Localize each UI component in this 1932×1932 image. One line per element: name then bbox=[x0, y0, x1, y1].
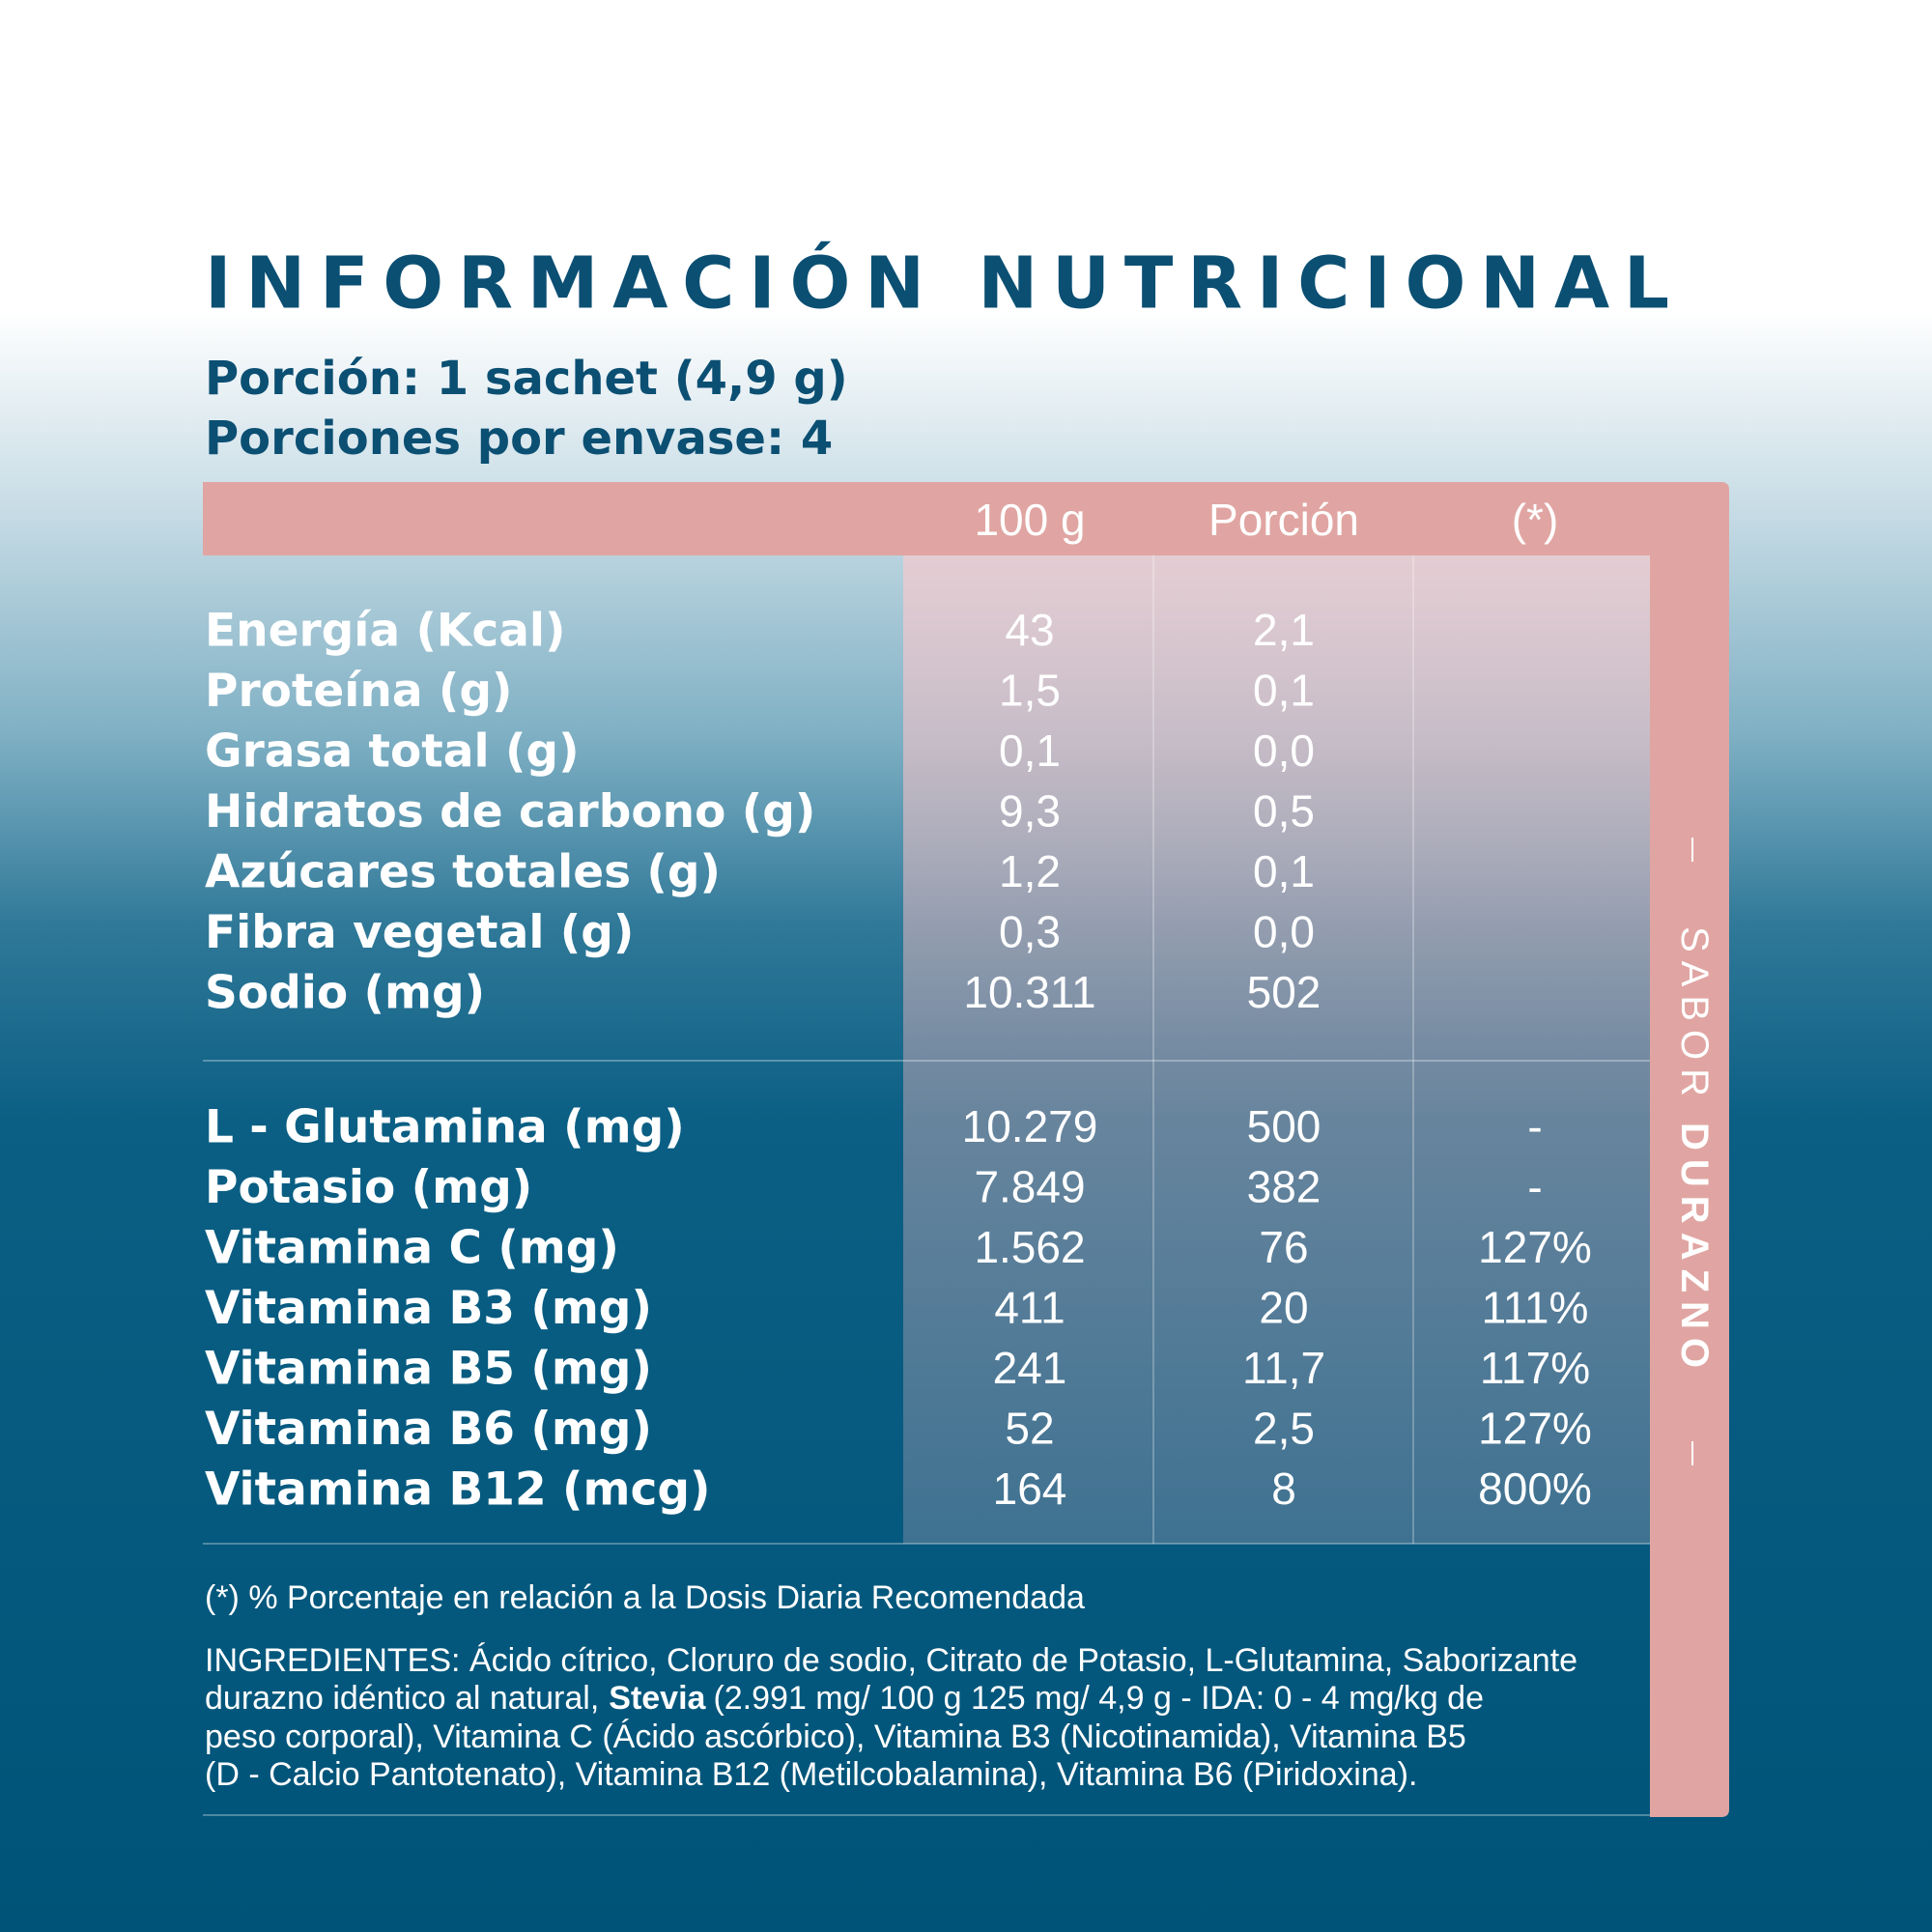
cell: 8 bbox=[1271, 1463, 1296, 1514]
cell: 2,5 bbox=[1253, 1404, 1315, 1454]
cell: 1,5 bbox=[999, 666, 1061, 716]
cell: 411 bbox=[994, 1283, 1065, 1333]
row-label: Vitamina B6 (mg) bbox=[205, 1403, 652, 1456]
cell: 0,3 bbox=[999, 907, 1061, 957]
row-label: Azúcares totales (g) bbox=[205, 846, 721, 899]
cell: 127% bbox=[1478, 1222, 1592, 1272]
column-header: Porción bbox=[1208, 495, 1359, 545]
cell: 0,0 bbox=[1253, 725, 1315, 776]
cell: 10.279 bbox=[962, 1101, 1098, 1151]
cell: 502 bbox=[1247, 967, 1321, 1017]
cell: 9,3 bbox=[999, 786, 1061, 837]
row-label: L - Glutamina (mg) bbox=[205, 1101, 685, 1154]
row-label: Sodio (mg) bbox=[205, 967, 485, 1020]
row-label: Vitamina B3 (mg) bbox=[205, 1282, 652, 1335]
cell: 117% bbox=[1480, 1343, 1590, 1393]
footnote: (*) % Porcentaje en relación a la Dosis … bbox=[205, 1579, 1085, 1616]
ingredients-line: durazno idéntico al natural, Stevia (2.991… bbox=[205, 1680, 1484, 1717]
cell: 10.311 bbox=[963, 967, 1095, 1017]
cell: - bbox=[1527, 1101, 1542, 1151]
cell: 2,1 bbox=[1253, 605, 1315, 655]
row-label: Proteína (g) bbox=[205, 665, 513, 718]
flavor-tag: SABOR DURAZNO bbox=[1673, 838, 1716, 1465]
cell: 164 bbox=[993, 1463, 1067, 1514]
ingredients-line: peso corporal), Vitamina C (Ácido ascórb… bbox=[205, 1719, 1466, 1755]
row-label: Vitamina B5 (mg) bbox=[205, 1343, 652, 1396]
row-label: Vitamina B12 (mcg) bbox=[205, 1463, 711, 1517]
row-label: Potasio (mg) bbox=[205, 1161, 532, 1214]
cell: 76 bbox=[1259, 1222, 1308, 1272]
flavor-label: SABOR bbox=[1673, 926, 1716, 1105]
ingredients-text: durazno idéntico al natural, bbox=[205, 1680, 599, 1717]
cell: 0,5 bbox=[1253, 786, 1315, 837]
column-header: 100 g bbox=[974, 495, 1085, 545]
cell: 1.562 bbox=[974, 1222, 1085, 1272]
rows: Energía (Kcal) 43 2,1 Proteína (g) 1,5 0,1 Gra… bbox=[205, 605, 1592, 1517]
servings-per-pack: Porciones por envase: 4 bbox=[205, 412, 833, 466]
cell: 382 bbox=[1247, 1162, 1321, 1212]
ingredients-text: (2.991 mg/ 100 g 125 mg/ 4,9 g - IDA: 0 … bbox=[713, 1680, 1484, 1717]
row-label: Energía (Kcal) bbox=[205, 605, 566, 658]
cell: 0,0 bbox=[1253, 907, 1315, 957]
value-columns bbox=[903, 555, 1650, 1544]
ingredients-line: INGREDIENTES: Ácido cítrico, Cloruro de … bbox=[205, 1642, 1577, 1679]
cell: 52 bbox=[1005, 1404, 1054, 1454]
cell: 11,7 bbox=[1242, 1343, 1325, 1393]
cell: 127% bbox=[1478, 1404, 1592, 1454]
cell: 0,1 bbox=[1253, 846, 1315, 896]
row-label: Vitamina C (mg) bbox=[205, 1222, 619, 1275]
cell: 111% bbox=[1482, 1283, 1589, 1333]
column-header: (*) bbox=[1512, 495, 1559, 545]
flavor-text: SABOR DURAZNO bbox=[1673, 926, 1716, 1377]
row-label: Fibra vegetal (g) bbox=[205, 906, 634, 959]
flavor: DURAZNO bbox=[1673, 1122, 1716, 1377]
cell: - bbox=[1527, 1162, 1542, 1212]
row-label: Hidratos de carbono (g) bbox=[205, 785, 815, 838]
ingredients-bold: Stevia bbox=[609, 1680, 706, 1717]
cell: 800% bbox=[1478, 1463, 1592, 1514]
cell: 241 bbox=[993, 1343, 1067, 1393]
cell: 20 bbox=[1259, 1283, 1308, 1333]
ingredients-line: (D - Calcio Pantotenato), Vitamina B12 (… bbox=[205, 1756, 1417, 1793]
cell: 0,1 bbox=[1253, 666, 1315, 716]
cell: 7.849 bbox=[974, 1162, 1085, 1212]
cell: 43 bbox=[1005, 605, 1054, 655]
cell: 500 bbox=[1247, 1101, 1321, 1151]
row-label: Grasa total (g) bbox=[205, 725, 580, 779]
cell: 1,2 bbox=[999, 846, 1061, 896]
cell: 0,1 bbox=[999, 725, 1061, 776]
serving: Porción: 1 sachet (4,9 g) bbox=[205, 352, 848, 406]
